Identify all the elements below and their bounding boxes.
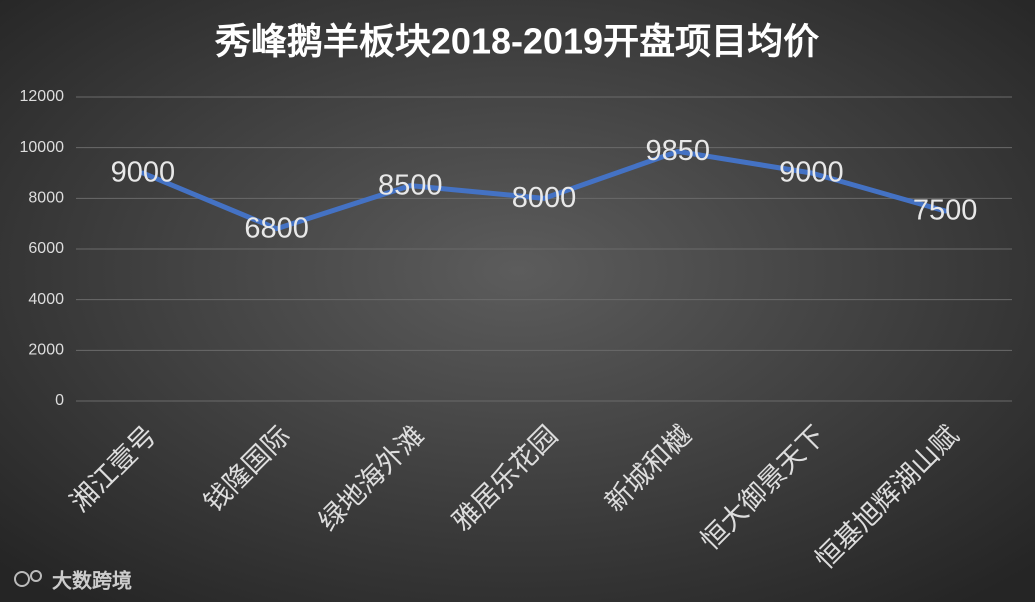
y-tick-label: 10000 [20, 139, 65, 156]
data-label: 8000 [512, 182, 577, 214]
data-label: 8500 [378, 169, 443, 201]
data-label: 9000 [111, 157, 176, 189]
y-tick-label: 0 [55, 392, 64, 409]
data-label: 9850 [645, 135, 710, 167]
line [140, 148, 948, 232]
watermark-logo [14, 570, 42, 587]
chart-title: 秀峰鹅羊板块2018-2019开盘项目均价 [214, 21, 819, 62]
watermark: 大数跨境 [52, 568, 132, 592]
data-label: 7500 [913, 195, 978, 227]
y-tick-label: 4000 [28, 291, 64, 308]
data-label: 6800 [244, 212, 309, 244]
data-label: 9000 [779, 157, 844, 189]
y-tick-label: 2000 [28, 342, 64, 359]
y-tick-label: 6000 [28, 240, 64, 257]
y-tick-label: 12000 [20, 88, 65, 105]
y-tick-label: 8000 [28, 190, 64, 207]
